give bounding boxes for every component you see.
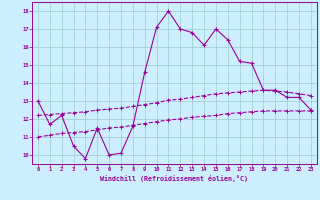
- X-axis label: Windchill (Refroidissement éolien,°C): Windchill (Refroidissement éolien,°C): [100, 175, 248, 182]
